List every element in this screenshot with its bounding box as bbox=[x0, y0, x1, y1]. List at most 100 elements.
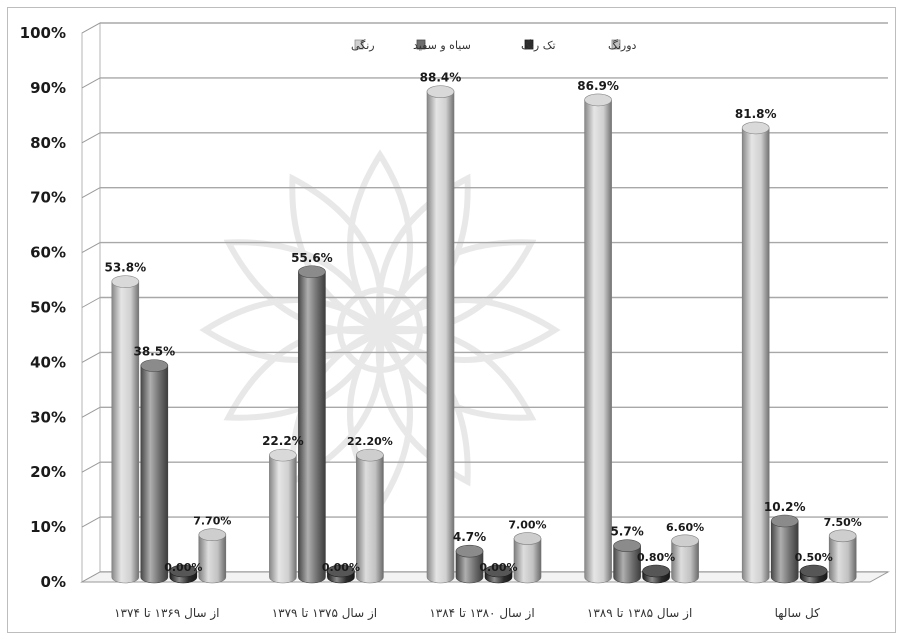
bar-top bbox=[327, 564, 355, 578]
watermark-center bbox=[337, 287, 423, 373]
y-tick-label: 10% bbox=[30, 518, 66, 536]
legend-swatch bbox=[611, 39, 621, 50]
bar-body bbox=[671, 540, 699, 584]
gridline-depth bbox=[81, 22, 101, 34]
data-label: 38.5% bbox=[133, 345, 175, 359]
chart-frame bbox=[7, 7, 896, 633]
legend-item: سیاه و سفید bbox=[413, 39, 471, 52]
bar-body bbox=[770, 520, 799, 584]
gridline-depth bbox=[81, 187, 101, 199]
bar-top bbox=[770, 514, 799, 528]
bar-body bbox=[613, 545, 641, 584]
watermark-petal bbox=[347, 149, 413, 332]
x-tick-label: از سال ۱۳۷۵ تا ۱۳۷۹ bbox=[272, 606, 377, 621]
legend-label: سیاه و سفید bbox=[413, 39, 471, 52]
y-tick-label: 20% bbox=[30, 463, 66, 481]
bar-top bbox=[455, 544, 484, 558]
legend-label: رنگی bbox=[351, 39, 375, 52]
y-tick-label: 30% bbox=[30, 408, 66, 426]
bars bbox=[111, 85, 857, 584]
bar bbox=[613, 539, 641, 584]
legend-item: رنگی bbox=[351, 39, 375, 52]
x-tick-label: کل سالها bbox=[775, 606, 820, 620]
data-label: 7.70% bbox=[193, 515, 231, 528]
y-tick-label: 60% bbox=[30, 244, 66, 262]
gridline-depth bbox=[81, 77, 101, 89]
y-axis: 0% 10% 20% 30% 40% 50% 60% 70% 80% 90% 100% bbox=[20, 24, 66, 591]
data-labels: 53.8% 38.5% 0.00% 7.70% 22.2% 55.6% 0.00% 22.20… bbox=[104, 71, 861, 574]
bar-top bbox=[269, 448, 297, 462]
bar bbox=[298, 265, 326, 584]
bar-top bbox=[169, 564, 198, 578]
data-label: 6.60% bbox=[666, 521, 704, 534]
watermark-petal bbox=[289, 173, 385, 333]
bar-top bbox=[356, 448, 384, 462]
data-label: 5.7% bbox=[610, 525, 643, 539]
bar bbox=[455, 544, 484, 584]
bar bbox=[671, 534, 699, 584]
legend-item: دورنگ bbox=[608, 39, 637, 52]
bar-top bbox=[671, 534, 699, 548]
legend-label: دورنگ bbox=[608, 39, 637, 52]
bar-body bbox=[513, 538, 542, 584]
x-tick-label: از سال ۱۳۸۰ تا ۱۳۸۴ bbox=[429, 606, 534, 621]
data-label: 88.4% bbox=[420, 71, 462, 85]
bar bbox=[140, 359, 169, 584]
data-label: 4.7% bbox=[453, 530, 486, 544]
bar-top bbox=[741, 121, 770, 135]
legend-swatch bbox=[524, 39, 534, 50]
y-tick-label: 70% bbox=[30, 189, 66, 207]
bar-body bbox=[584, 99, 612, 584]
y-tick-label: 100% bbox=[20, 24, 66, 42]
bar-body bbox=[140, 365, 169, 584]
legend-swatch bbox=[416, 39, 426, 50]
bar-body bbox=[269, 454, 297, 584]
data-label: 7.00% bbox=[508, 519, 546, 532]
gridline-depth bbox=[81, 242, 101, 254]
bar-top bbox=[140, 359, 169, 372]
y-tick-label: 50% bbox=[30, 299, 66, 317]
data-label: 86.9% bbox=[577, 79, 619, 93]
bar-body bbox=[111, 281, 140, 584]
bar bbox=[356, 448, 384, 584]
data-label: 0.50% bbox=[795, 551, 833, 564]
bar-top bbox=[799, 564, 828, 578]
gridline-depth bbox=[81, 297, 101, 308]
bar bbox=[111, 275, 140, 584]
bar bbox=[426, 85, 455, 584]
data-label: 53.8% bbox=[104, 261, 146, 275]
bar-top bbox=[613, 539, 641, 553]
legend-swatch bbox=[354, 39, 364, 50]
y-tick-label: 40% bbox=[30, 353, 66, 371]
bar bbox=[799, 564, 828, 584]
data-label: 0.00% bbox=[322, 561, 360, 574]
watermark-petal bbox=[199, 297, 382, 363]
bar-top bbox=[484, 564, 513, 578]
bar bbox=[770, 514, 799, 584]
y-tick-label: 0% bbox=[41, 573, 66, 591]
legend-item: تک رنگ bbox=[521, 39, 556, 52]
data-label: 22.20% bbox=[347, 435, 393, 448]
bar bbox=[327, 564, 355, 584]
data-label: 0.80% bbox=[637, 551, 675, 564]
bar bbox=[269, 448, 297, 584]
data-label: 22.2% bbox=[262, 434, 304, 448]
data-label: 0.00% bbox=[164, 561, 202, 574]
bar-top bbox=[513, 532, 542, 545]
bar bbox=[198, 528, 227, 584]
bar bbox=[169, 564, 198, 584]
gridline-depth bbox=[81, 516, 101, 528]
bar-top bbox=[828, 529, 857, 543]
bar-body bbox=[298, 271, 326, 584]
bar-top bbox=[642, 564, 670, 578]
gridline-depth bbox=[81, 132, 101, 144]
bar-top bbox=[426, 85, 455, 98]
legend: رنگی سیاه و سفید تک رنگ دورنگ bbox=[351, 39, 637, 52]
legend-label: تک رنگ bbox=[521, 39, 556, 52]
data-label: 0.00% bbox=[479, 561, 517, 574]
data-label: 7.50% bbox=[824, 516, 862, 529]
bar-top bbox=[111, 275, 140, 288]
data-label: 55.6% bbox=[291, 251, 333, 265]
